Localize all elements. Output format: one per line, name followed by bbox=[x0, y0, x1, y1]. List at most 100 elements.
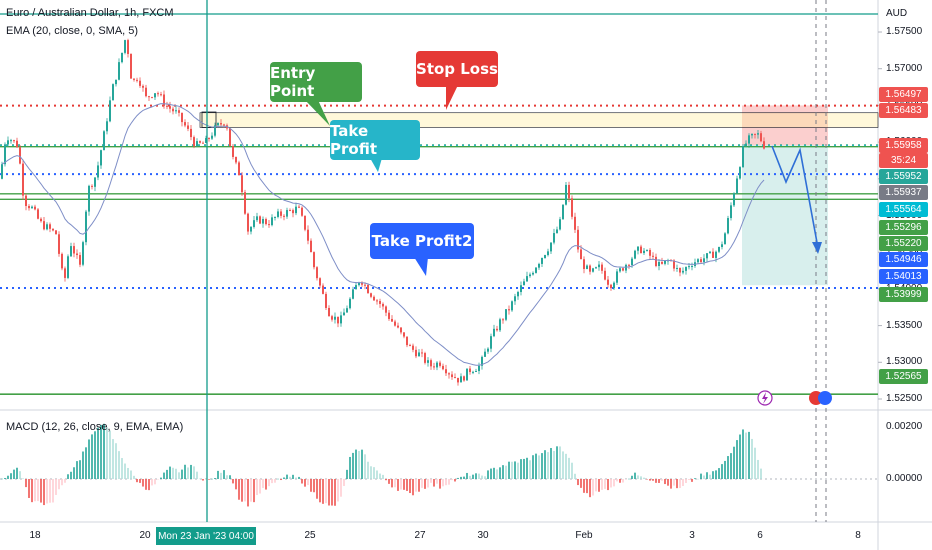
ema-indicator-label[interactable]: EMA (20, close, 0, SMA, 5) bbox=[6, 25, 139, 37]
entry-range-band bbox=[199, 112, 879, 128]
candle-body bbox=[394, 321, 396, 326]
macd-bar bbox=[292, 474, 294, 479]
candle-body bbox=[280, 211, 282, 216]
candle-body bbox=[373, 296, 375, 301]
macd-bar bbox=[22, 478, 24, 479]
macd-bar bbox=[424, 479, 426, 489]
candle-body bbox=[91, 185, 93, 187]
candle-body bbox=[64, 268, 66, 278]
price-level-label: 1.55937 bbox=[879, 185, 928, 200]
price-level-label: 1.55564 bbox=[879, 202, 928, 217]
candle-body bbox=[271, 217, 273, 226]
macd-bar bbox=[373, 467, 375, 479]
macd-bar bbox=[280, 479, 282, 481]
entry-point-callout[interactable]: Entry Point bbox=[270, 62, 362, 102]
macd-bar bbox=[13, 469, 15, 479]
macd-bar bbox=[142, 479, 144, 487]
candle-body bbox=[61, 253, 63, 269]
macd-bar bbox=[658, 479, 660, 483]
candle-body bbox=[121, 52, 123, 63]
candle-body bbox=[643, 250, 645, 254]
stop-loss-callout[interactable]: Stop Loss bbox=[416, 51, 498, 87]
price-tick-label: 1.53000 bbox=[886, 356, 923, 368]
candle-body bbox=[496, 328, 498, 331]
price-levels bbox=[0, 13, 878, 396]
candle-body bbox=[733, 193, 735, 206]
candle-body bbox=[262, 219, 264, 224]
candle-body bbox=[397, 325, 399, 328]
candle-body bbox=[427, 360, 429, 363]
price-level-label: 1.55220 bbox=[879, 236, 928, 251]
macd-bar bbox=[460, 476, 462, 479]
macd-bar bbox=[418, 479, 420, 492]
candle-body bbox=[703, 258, 705, 263]
candle-body bbox=[265, 219, 267, 225]
price-level-label: 1.55296 bbox=[879, 220, 928, 235]
macd-bar bbox=[718, 468, 720, 479]
candle-body bbox=[484, 351, 486, 357]
candle-body bbox=[478, 365, 480, 372]
price-level-label: 1.54013 bbox=[879, 269, 928, 284]
macd-bar bbox=[652, 479, 654, 481]
candle-body bbox=[601, 264, 603, 271]
candle-body bbox=[250, 226, 252, 232]
candle-body bbox=[289, 210, 291, 212]
macd-bar bbox=[139, 479, 141, 483]
candle-body bbox=[463, 376, 465, 381]
candle-body bbox=[292, 210, 294, 214]
macd-bar bbox=[427, 479, 429, 488]
price-tick-label: 1.53500 bbox=[886, 319, 923, 331]
candle-body bbox=[298, 206, 300, 208]
macd-bar bbox=[106, 427, 108, 479]
take-profit-callout[interactable]: Take Profit bbox=[330, 120, 420, 160]
candle-body bbox=[178, 110, 180, 113]
macd-bar bbox=[256, 479, 258, 496]
macd-bar bbox=[100, 424, 102, 479]
candle-body bbox=[310, 240, 312, 253]
macd-bar bbox=[322, 479, 324, 504]
macd-bar bbox=[346, 469, 348, 479]
candle-body bbox=[94, 177, 96, 187]
macd-bar bbox=[82, 451, 84, 479]
candle-body bbox=[322, 285, 324, 294]
projection-arrowhead bbox=[812, 242, 822, 254]
take-profit2-callout[interactable]: Take Profit2 bbox=[370, 223, 474, 259]
candle-body bbox=[46, 224, 48, 230]
macd-bar bbox=[538, 455, 540, 479]
candle-body bbox=[43, 221, 45, 230]
macd-bar bbox=[421, 479, 423, 488]
candle-body bbox=[229, 128, 231, 147]
macd-indicator-label[interactable]: MACD (12, 26, close, 9, EMA, EMA) bbox=[6, 421, 184, 433]
macd-bar bbox=[706, 472, 708, 479]
candle-body bbox=[637, 246, 639, 251]
candle-body bbox=[58, 234, 60, 254]
macd-bar bbox=[49, 479, 51, 503]
macd-bar bbox=[592, 479, 594, 496]
candle-body bbox=[379, 301, 381, 304]
candle-body bbox=[610, 284, 612, 289]
candle-body bbox=[664, 260, 666, 264]
macd-bar bbox=[178, 472, 180, 479]
currency-label: AUD bbox=[886, 8, 908, 19]
macd-bar bbox=[253, 479, 255, 503]
macd-bar bbox=[520, 459, 522, 479]
candle-body bbox=[412, 345, 414, 350]
ema-line bbox=[1, 103, 765, 366]
candle-body bbox=[682, 270, 684, 273]
candle-body bbox=[169, 106, 171, 109]
macd-bar bbox=[16, 467, 18, 479]
macd-bar bbox=[361, 449, 363, 479]
macd-bar bbox=[190, 464, 192, 479]
date-tick-label: 30 bbox=[477, 530, 489, 541]
candle-body bbox=[568, 184, 570, 199]
macd-bar bbox=[265, 479, 267, 490]
macd-bar bbox=[220, 472, 222, 479]
macd-bar bbox=[532, 455, 534, 479]
macd-bar bbox=[85, 447, 87, 479]
macd-bar bbox=[685, 479, 687, 484]
candle-body bbox=[7, 140, 9, 145]
candle-body bbox=[421, 352, 423, 354]
macd-bar bbox=[391, 479, 393, 488]
macd-bar bbox=[523, 458, 525, 479]
